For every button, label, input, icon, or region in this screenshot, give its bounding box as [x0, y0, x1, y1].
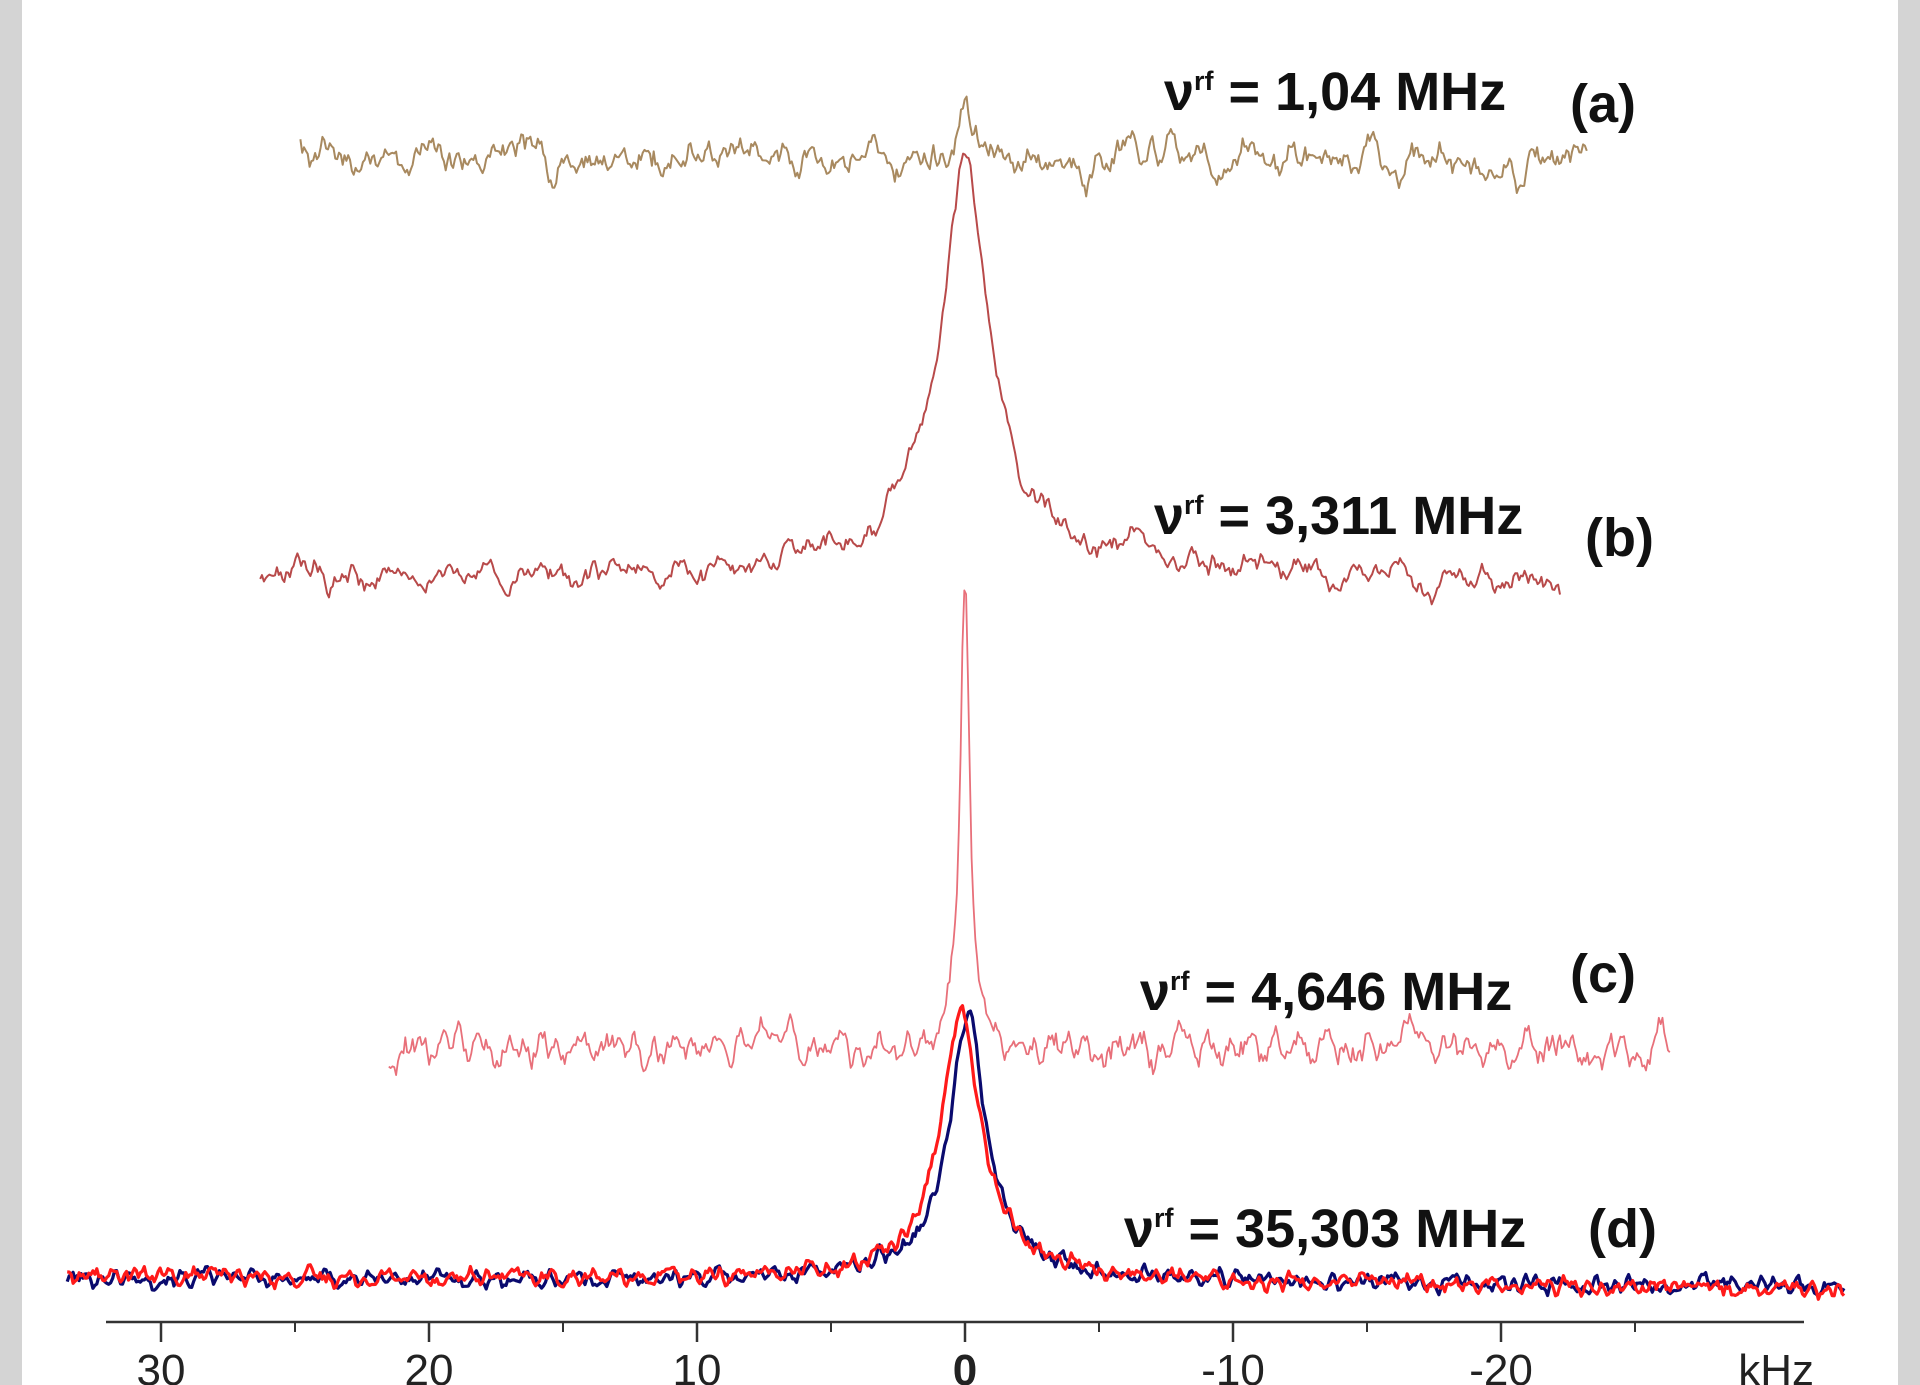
label-b: νrf = 3,311 MHz (b)	[1154, 486, 1654, 568]
x-tick-label-10: 10	[673, 1346, 722, 1385]
top-strip	[22, 0, 1898, 8]
label-b-prefix: ν	[1154, 486, 1184, 546]
x-tick-label-0: 0	[953, 1346, 977, 1385]
panel-b: (b)	[1585, 508, 1654, 568]
label-d-value: = 35,303 MHz	[1174, 1199, 1527, 1259]
label-c: νrf = 4,646 MHz (c)	[1140, 944, 1636, 1022]
spectrum-c	[388, 589, 1671, 1076]
x-tick-label-30: 30	[137, 1346, 186, 1385]
x-tick-label-20: 20	[405, 1346, 454, 1385]
label-c-sup: rf	[1170, 966, 1191, 996]
spectrum-a	[299, 95, 1588, 198]
label-a: νrf = 1,04 MHz (a)	[1164, 62, 1636, 134]
label-d: νrf = 35,303 MHz (d)	[1124, 1199, 1657, 1259]
label-a-prefix: ν	[1164, 62, 1194, 122]
nmr-spectra-chart: νrf = 1,04 MHz (a) νrf = 3,311 MHz (b) ν…	[65, 62, 1846, 1385]
label-c-prefix: ν	[1140, 962, 1170, 1022]
spectrum-d-series-2	[67, 1004, 1846, 1301]
label-d-sup: rf	[1154, 1203, 1175, 1233]
x-tick-label--10: -10	[1201, 1346, 1265, 1385]
panel-c: (c)	[1570, 944, 1636, 1004]
svg-text:νrf = 4,646 MHz: νrf = 4,646 MHz	[1140, 962, 1512, 1022]
figure-frame: νrf = 1,04 MHz (a) νrf = 3,311 MHz (b) ν…	[22, 0, 1898, 1385]
x-tick-label--20: -20	[1469, 1346, 1533, 1385]
label-d-prefix: ν	[1124, 1199, 1154, 1259]
label-a-sup: rf	[1194, 66, 1215, 96]
x-unit-label: kHz	[1738, 1346, 1814, 1385]
label-c-value: = 4,646 MHz	[1190, 962, 1513, 1022]
label-a-value: = 1,04 MHz	[1214, 62, 1507, 122]
x-axis: 30 20 10 0 -10 -20	[106, 1320, 1804, 1385]
label-b-value: = 3,311 MHz	[1204, 486, 1524, 546]
panel-a: (a)	[1570, 74, 1636, 134]
label-b-sup: rf	[1184, 490, 1205, 520]
svg-text:νrf = 35,303 MHz: νrf = 35,303 MHz	[1124, 1199, 1526, 1259]
svg-text:νrf = 3,311 MHz: νrf = 3,311 MHz	[1154, 486, 1523, 546]
panel-d: (d)	[1588, 1199, 1657, 1259]
spectra-layer	[65, 95, 1846, 1301]
svg-text:νrf = 1,04 MHz: νrf = 1,04 MHz	[1164, 62, 1506, 122]
spectrum-b	[259, 152, 1561, 606]
